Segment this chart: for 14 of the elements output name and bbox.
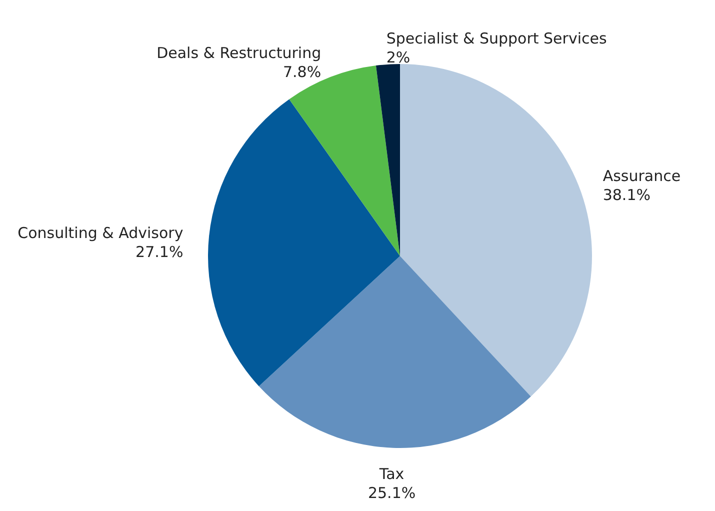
data-label: 2% [386,48,410,66]
slice-label: Deals & Restructuring [156,44,322,62]
data-label: 7.8% [282,62,322,81]
pie-slice [258,256,531,448]
pie-slice [208,99,400,386]
pie-slice [376,64,400,256]
slice-label: Tax [378,464,404,483]
data-label: 27.1% [136,243,184,262]
data-label: 25.1% [368,484,416,502]
slice-label: Consulting & Advisory [18,224,184,242]
slice-label: Assurance [602,167,681,186]
data-label: 38.1% [602,186,651,204]
pie-slice [400,64,592,396]
slice-label: Specialist & Support Services [386,29,607,48]
